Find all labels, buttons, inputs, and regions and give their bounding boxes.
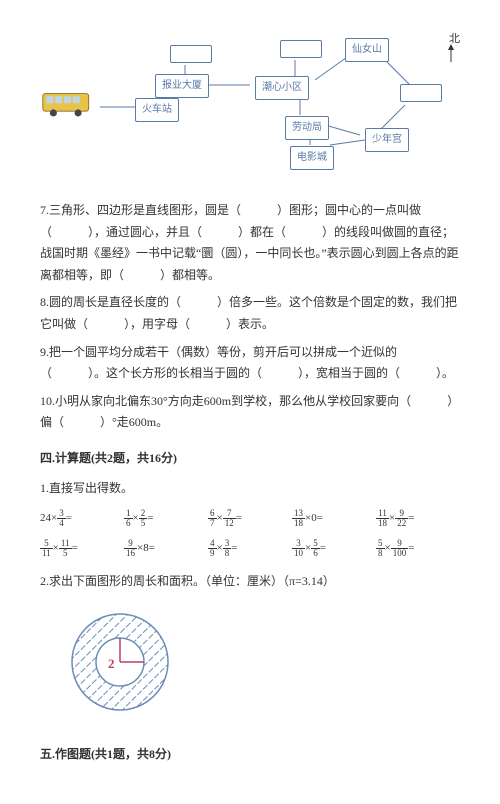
question-7: 7.三角形、四边形是直线图形，圆是（ ）图形；圆中心的一点叫做（ ），通过圆心，… [40,200,460,286]
map-node: 少年宫 [365,128,409,152]
svg-text:2: 2 [108,656,115,671]
section-4-title: 四.计算题(共2题，共16分) [40,448,460,470]
map-lines [40,30,460,190]
map-diagram: 北 火车站 报业大厦 潮心小区 仙女山 劳动局 少年宫 [40,30,460,190]
section-4-sub2: 2.求出下面图形的周长和面积。（单位：厘米）（π=3.14） [40,571,460,593]
map-node [280,40,322,58]
question-9: 9.把一个圆平均分成若干（偶数）等份，剪开后可以拼成一个近似的（ ）。这个长方形… [40,342,460,385]
question-10: 10.小明从家向北偏东30°方向走600m到学校，那么他从学校回家要向（ ）偏（… [40,391,460,434]
map-node [170,45,212,63]
map-node [400,84,442,102]
map-node: 报业大厦 [155,74,209,98]
map-node: 仙女山 [345,38,389,62]
map-node: 劳动局 [285,116,329,140]
annulus-diagram: 2 [60,602,460,730]
map-node: 电影城 [290,146,334,170]
calc-row-1: 24×34= 16×25= 67×712= 1318×0= 1118×922= [40,509,460,529]
map-node: 火车站 [135,98,179,122]
map-node: 潮心小区 [255,76,309,100]
question-8: 8.圆的周长是直径长度的（ ）倍多一些。这个倍数是个固定的数，我们把它叫做（ ）… [40,292,460,335]
section-5-title: 五.作图题(共1题，共8分) [40,744,460,766]
section-4-sub1: 1.直接写出得数。 [40,478,460,500]
calc-row-2: 511×115= 916×8= 49×38= 310×56= 58×9100= [40,539,460,559]
